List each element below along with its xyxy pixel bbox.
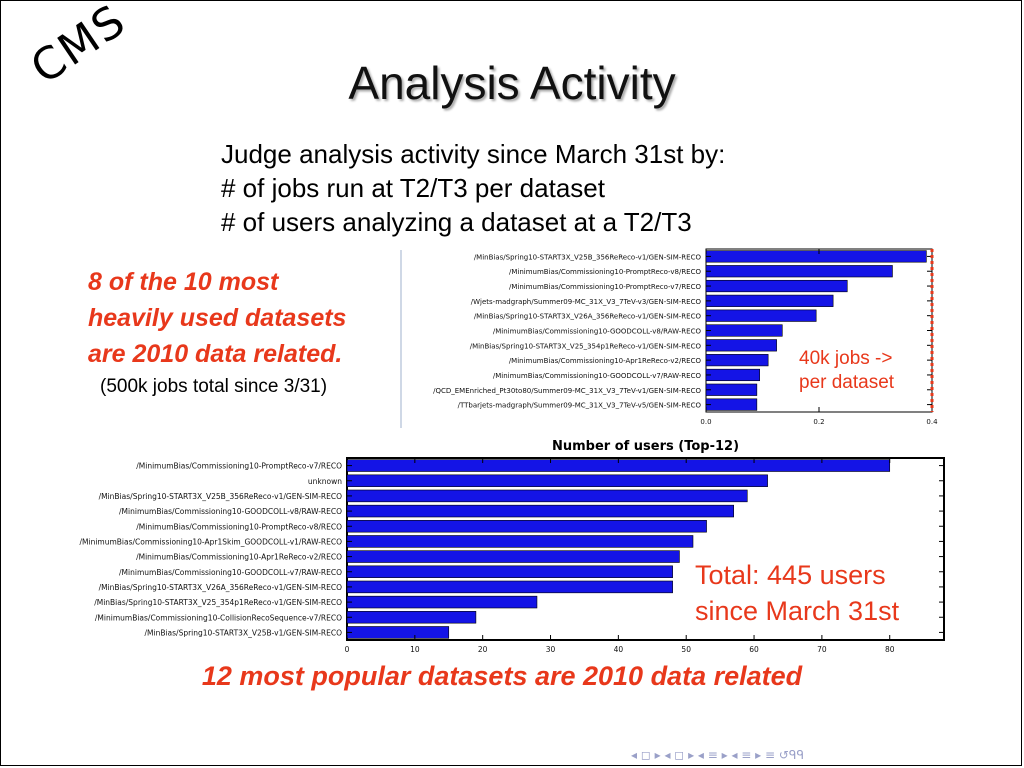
slide-navigation-icons[interactable]: ◂ ◻ ▸ ◂ ◻ ▸ ◂ ≡ ▸ ◂ ≡ ▸ ≡ ↺ᑫᑫ bbox=[631, 748, 804, 762]
datasets-note-line: are 2010 data related. bbox=[88, 340, 343, 368]
bar bbox=[346, 504, 734, 518]
category-label: /MinimumBias/Commissioning10-Apr1Skim_GO… bbox=[79, 537, 342, 546]
x-tick-label: 10 bbox=[410, 645, 420, 654]
x-tick-label: 40 bbox=[614, 645, 624, 654]
x-tick-label: 50 bbox=[681, 645, 691, 654]
category-label: /Wjets-madgraph/Summer09-MC_31X_V3_7TeV-… bbox=[471, 298, 702, 306]
category-label: /MinBias/Spring10-START3X_V26A_356ReReco… bbox=[99, 583, 342, 592]
jobs-scale-note-line: 40k jobs -> bbox=[799, 348, 893, 369]
slide-title: Analysis Activity bbox=[348, 57, 676, 109]
bar bbox=[346, 520, 707, 533]
bar bbox=[346, 595, 538, 609]
category-label: /MinimumBias/Commissioning10-CollisionRe… bbox=[95, 613, 342, 622]
category-label: /MinimumBias/Commissioning10-PromptReco-… bbox=[509, 268, 702, 276]
category-label: /MinimumBias/Commissioning10-PromptReco-… bbox=[509, 283, 702, 291]
users-total-note: Total: 445 users since March 31st bbox=[695, 557, 899, 629]
x-tick-label: 0 bbox=[345, 645, 350, 654]
category-label: /MinimumBias/Commissioning10-Apr1ReReco-… bbox=[509, 357, 702, 365]
category-label: /MinBias/Spring10-START3X_V25B_356ReReco… bbox=[474, 253, 702, 261]
category-label: /MinBias/Spring10-START3X_V25B-v1/GEN-SI… bbox=[144, 628, 342, 637]
x-tick-label: 80 bbox=[885, 645, 895, 654]
bar bbox=[346, 580, 673, 594]
datasets-note-line: 8 of the 10 most bbox=[88, 268, 279, 296]
x-tick-label: 60 bbox=[749, 645, 759, 654]
category-label: /MinimumBias/Commissioning10-Apr1ReReco-… bbox=[136, 553, 342, 562]
category-label: /MinimumBias/Commissioning10-GOODCOLL-v7… bbox=[493, 372, 702, 380]
bar bbox=[346, 611, 477, 624]
x-tick-label: 20 bbox=[478, 645, 488, 654]
category-label: /MinBias/Spring10-START3X_V25_354p1ReRec… bbox=[94, 598, 342, 607]
category-label: /MinBias/Spring10-START3X_V25_354p1ReRec… bbox=[470, 342, 702, 350]
chart-title: Number of users (Top-12) bbox=[552, 439, 739, 454]
intro-line: # of users analyzing a dataset at a T2/T… bbox=[221, 207, 692, 237]
bar bbox=[346, 535, 694, 548]
x-tick-label: 30 bbox=[546, 645, 556, 654]
intro-line: # of jobs run at T2/T3 per dataset bbox=[221, 173, 605, 203]
bar bbox=[346, 474, 768, 487]
jobs-total-note: (500k jobs total since 3/31) bbox=[100, 376, 328, 397]
category-label: /TTbarjets-madgraph/Summer09-MC_31X_V3_7… bbox=[458, 402, 702, 410]
category-label: /MinimumBias/Commissioning10-GOODCOLL-v7… bbox=[119, 568, 342, 577]
category-label: /MinBias/Spring10-START3X_V26A_356ReReco… bbox=[474, 313, 702, 321]
intro-text: Judge analysis activity since March 31st… bbox=[221, 137, 725, 239]
category-label: /MinBias/Spring10-START3X_V25B_356ReReco… bbox=[99, 492, 343, 501]
category-label: /MinimumBias/Commissioning10-PromptReco-… bbox=[136, 462, 342, 471]
bar bbox=[346, 489, 748, 503]
datasets-note-line: heavily used datasets bbox=[88, 304, 347, 332]
category-label: unknown bbox=[308, 477, 342, 486]
category-label: /MinimumBias/Commissioning10-GOODCOLL-v8… bbox=[119, 507, 342, 516]
bar bbox=[346, 626, 450, 639]
users-total-note-line: Total: 445 users bbox=[695, 560, 886, 590]
x-tick-label: 0.2 bbox=[813, 418, 824, 426]
plot-frame bbox=[346, 457, 945, 641]
x-tick-label: 70 bbox=[817, 645, 827, 654]
x-tick-label: 0.0 bbox=[700, 418, 711, 426]
datasets-note: 8 of the 10 most heavily used datasets a… bbox=[88, 264, 346, 372]
bar bbox=[346, 565, 673, 578]
bar bbox=[346, 550, 680, 563]
category-label: /MinimumBias/Commissioning10-PromptReco-… bbox=[136, 522, 342, 531]
intro-line: Judge analysis activity since March 31st… bbox=[221, 139, 726, 169]
category-label: /QCD_EMEnriched_Pt30to80/Summer09-MC_31X… bbox=[433, 387, 701, 395]
x-tick-label: 0.4 bbox=[926, 418, 938, 426]
popular-datasets-note: 12 most popular datasets are 2010 data r… bbox=[201, 661, 803, 691]
users-total-note-line: since March 31st bbox=[695, 596, 900, 626]
jobs-scale-note-line: per dataset bbox=[799, 372, 895, 393]
jobs-scale-note: 40k jobs -> per dataset bbox=[799, 347, 894, 395]
divider bbox=[400, 250, 402, 428]
category-label: /MinimumBias/Commissioning10-GOODCOLL-v8… bbox=[493, 328, 702, 336]
